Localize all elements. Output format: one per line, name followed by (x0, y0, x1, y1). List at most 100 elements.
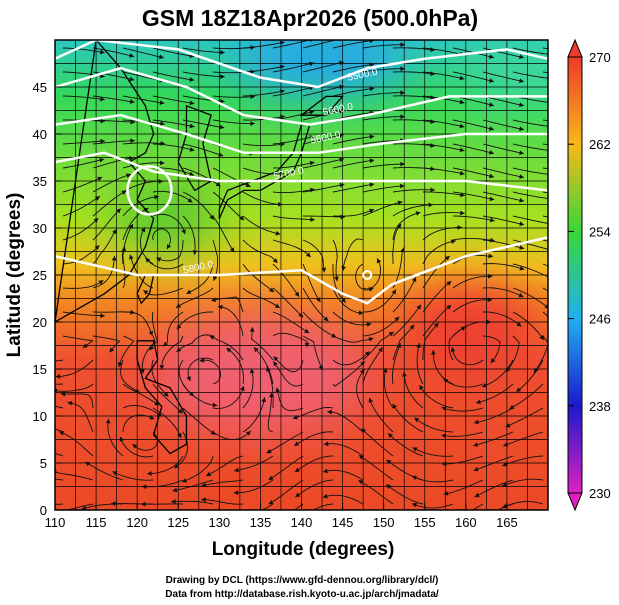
streamline-arrowhead (519, 102, 524, 108)
streamline (293, 431, 334, 447)
streamline-arrowhead (97, 176, 103, 182)
streamline (422, 47, 465, 56)
streamline-arrowhead (473, 442, 479, 447)
x-tick-label: 115 (86, 515, 107, 530)
streamline-arrowhead (516, 387, 522, 393)
streamline-arrowhead (502, 461, 508, 467)
streamline (182, 71, 225, 78)
streamline (122, 180, 164, 193)
streamline-arrowhead (428, 202, 433, 208)
streamline-arrowhead (82, 343, 88, 348)
streamline-arrowhead (519, 221, 525, 227)
streamline (92, 119, 135, 123)
streamline (473, 431, 514, 447)
streamline-arrowhead (400, 66, 405, 72)
streamline-arrowhead (166, 244, 172, 250)
streamline (362, 44, 405, 49)
streamline (419, 384, 454, 409)
streamline (212, 215, 235, 253)
streamline-arrowhead (213, 275, 218, 281)
streamline (233, 455, 274, 472)
streamline (293, 503, 304, 510)
streamline-arrowhead (94, 196, 100, 201)
streamline (55, 503, 64, 505)
streamline (199, 359, 221, 385)
y-tick-label: 15 (33, 362, 47, 377)
streamline-arrowhead (119, 436, 125, 442)
streamline-arrowhead (489, 102, 494, 107)
streamline-arrowhead (402, 372, 407, 377)
streamline-arrowhead (519, 174, 524, 179)
streamline (302, 287, 329, 322)
streamline-arrowhead (292, 414, 298, 420)
streamline-arrowhead (341, 266, 346, 271)
streamline (62, 217, 99, 241)
streamline-arrowhead (488, 273, 493, 279)
streamline (187, 357, 214, 382)
streamline (295, 479, 334, 498)
streamline-arrowhead (519, 265, 525, 271)
streamline-arrowhead (233, 513, 238, 518)
streamline (413, 417, 454, 433)
streamline (332, 63, 375, 73)
streamline-arrowhead (414, 417, 420, 423)
streamline (473, 455, 514, 471)
streamline-arrowhead (489, 173, 495, 179)
streamline (302, 40, 338, 49)
temperature-anomalies (110, 40, 548, 435)
streamline-arrowhead (111, 501, 116, 506)
streamline (342, 238, 364, 271)
streamline-arrowhead (187, 197, 193, 203)
streamline-arrowhead (400, 247, 405, 253)
streamline (387, 433, 424, 457)
streamline (411, 503, 454, 509)
streamline (482, 191, 525, 202)
streamline-arrowhead (369, 208, 375, 214)
streamline (403, 372, 424, 409)
streamline (152, 213, 186, 235)
streamline (332, 159, 375, 169)
streamline-arrowhead (364, 351, 370, 357)
streamline-arrowhead (309, 110, 315, 115)
streamline (209, 335, 244, 361)
streamline (332, 239, 338, 282)
streamline (276, 387, 304, 412)
streamline-arrowhead (416, 343, 421, 348)
y-axis-ticks: 0 5 10 15 20 25 30 35 40 45 (33, 80, 62, 518)
streamline-arrowhead (441, 461, 447, 467)
streamline-arrowhead (430, 95, 435, 101)
streamline-arrowhead (400, 42, 405, 48)
y-tick-label: 40 (33, 127, 47, 142)
streamline (416, 343, 424, 385)
streamline-arrowhead (268, 392, 274, 398)
colorbar-tick-label: 238 (589, 399, 611, 414)
streamline (482, 167, 525, 178)
streamline-arrowhead (309, 135, 315, 140)
streamline (272, 287, 304, 318)
streamline-arrowhead (321, 267, 327, 273)
streamline-arrowhead (294, 467, 300, 473)
streamline (501, 478, 544, 487)
streamline (272, 188, 315, 194)
streamline (392, 276, 417, 313)
streamline-arrowhead (163, 391, 169, 397)
streamline-arrowhead (220, 74, 225, 79)
streamline-arrowhead (334, 276, 339, 282)
streamline (171, 500, 214, 505)
streamline-arrowhead (121, 246, 127, 252)
streamline (212, 385, 245, 409)
credit-data: Data from http://database.rish.kyoto-u.a… (165, 589, 439, 600)
streamline-arrowhead (186, 376, 192, 382)
streamline-arrowhead (279, 40, 285, 46)
streamline (302, 158, 345, 169)
streamline-arrowhead (140, 368, 145, 374)
x-tick-label: 150 (373, 515, 395, 530)
streamline (452, 143, 495, 154)
y-tick-label: 0 (40, 503, 47, 518)
streamline-arrowhead (253, 347, 259, 353)
streamline-arrowhead (459, 170, 465, 176)
streamline-arrowhead (105, 418, 111, 424)
x-tick-label: 135 (250, 515, 272, 530)
streamline-arrowhead (215, 181, 221, 187)
streamline (505, 407, 544, 428)
